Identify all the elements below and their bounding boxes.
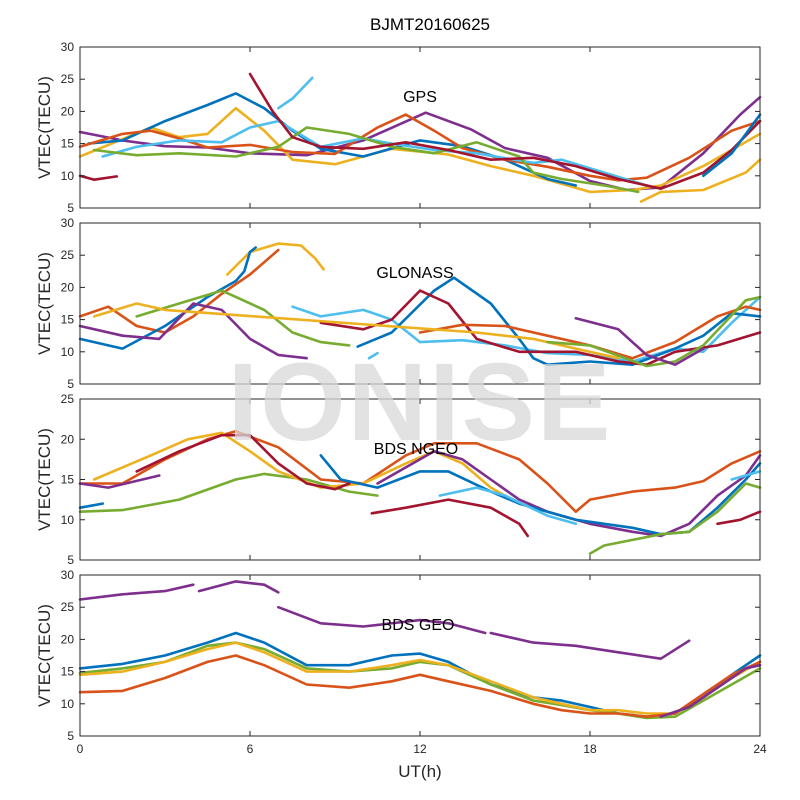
series-line <box>78 302 308 360</box>
y-tick-label: 25 <box>61 72 75 86</box>
x-tick-label: 6 <box>247 742 254 756</box>
panel-3: 5 10 15 20 25 VTEC(TECU) BDS NGEO <box>35 392 762 567</box>
series-line <box>135 289 351 347</box>
watermark: IONISE <box>228 341 613 464</box>
y-tick-label: 25 <box>61 600 75 614</box>
series-line <box>319 289 762 366</box>
panel-label: GLONASS <box>376 265 453 282</box>
series-line <box>277 605 487 635</box>
series-line <box>574 317 705 366</box>
y-tick-label: 30 <box>61 568 75 582</box>
y-axis-label: VTEC(TECU) <box>35 428 54 531</box>
series-line <box>438 486 578 526</box>
plot-area <box>80 47 760 208</box>
series-line <box>78 95 762 192</box>
series-line <box>716 510 762 526</box>
x-tick-label: 24 <box>753 742 767 756</box>
series-line <box>78 246 257 350</box>
y-tick-label: 20 <box>61 104 75 118</box>
series-line <box>319 454 762 536</box>
y-tick-label: 10 <box>61 513 75 527</box>
x-tick-label: 12 <box>413 742 427 756</box>
x-tick-label: 0 <box>77 742 84 756</box>
series-line <box>78 174 119 181</box>
series-line <box>197 580 280 594</box>
series-line <box>78 472 379 513</box>
series-line <box>730 470 762 481</box>
series-line <box>356 276 762 366</box>
y-tick-label: 25 <box>61 392 75 406</box>
panel-label: GPS <box>403 89 437 106</box>
series-line <box>639 158 762 203</box>
y-tick-label: 5 <box>67 201 74 215</box>
series-line <box>659 663 762 718</box>
y-axis-label: VTEC(TECU) <box>35 76 54 179</box>
y-tick-label: 20 <box>61 432 75 446</box>
y-tick-label: 20 <box>61 632 75 646</box>
panels: 5 10 15 20 25 30 VTEC(TECU) GPS 5 10 15 20 25 30 VTEC(… <box>35 40 767 756</box>
series-line <box>277 76 314 110</box>
x-axis-label: UT(h) <box>398 762 441 781</box>
series-line <box>588 482 762 555</box>
series-line <box>226 242 325 276</box>
panel-label: BDS NGEO <box>374 441 458 458</box>
series-line <box>546 295 762 368</box>
y-tick-label: 20 <box>61 280 75 294</box>
y-tick-label: 10 <box>61 169 75 183</box>
series-line <box>248 72 762 190</box>
y-tick-label: 15 <box>61 137 75 151</box>
series-line <box>78 474 161 489</box>
series-line <box>92 302 620 360</box>
series-line <box>367 351 379 360</box>
series-line <box>489 631 691 660</box>
series-line <box>702 113 762 178</box>
x-tick-label: 18 <box>583 742 597 756</box>
series-line <box>78 502 104 509</box>
y-tick-label: 5 <box>67 553 74 567</box>
panel-2: 5 10 15 20 25 30 VTEC(TECU) GLONASS <box>35 216 762 391</box>
panel-label: BDS GEO <box>382 617 455 634</box>
series-line <box>370 498 529 538</box>
y-tick-label: 25 <box>61 248 75 262</box>
series-line <box>92 126 640 194</box>
y-tick-label: 15 <box>61 313 75 327</box>
y-tick-label: 15 <box>61 473 75 487</box>
y-tick-label: 30 <box>61 216 75 230</box>
panel-1: 5 10 15 20 25 30 VTEC(TECU) GPS <box>35 40 762 215</box>
series-line <box>135 433 351 491</box>
series-line <box>78 583 195 601</box>
y-tick-label: 10 <box>61 345 75 359</box>
y-axis-label: VTEC(TECU) <box>35 604 54 707</box>
y-tick-label: 5 <box>67 729 74 743</box>
panel-4: 5 10 15 20 25 30 0 6 12 18 24 VTEC(TECU) BDS GEO <box>35 568 767 756</box>
y-tick-label: 15 <box>61 665 75 679</box>
y-tick-label: 10 <box>61 697 75 711</box>
y-tick-label: 30 <box>61 40 75 54</box>
figure-title: BJMT20160625 <box>370 15 490 34</box>
y-tick-label: 5 <box>67 377 74 391</box>
y-axis-label: VTEC(TECU) <box>35 252 54 355</box>
